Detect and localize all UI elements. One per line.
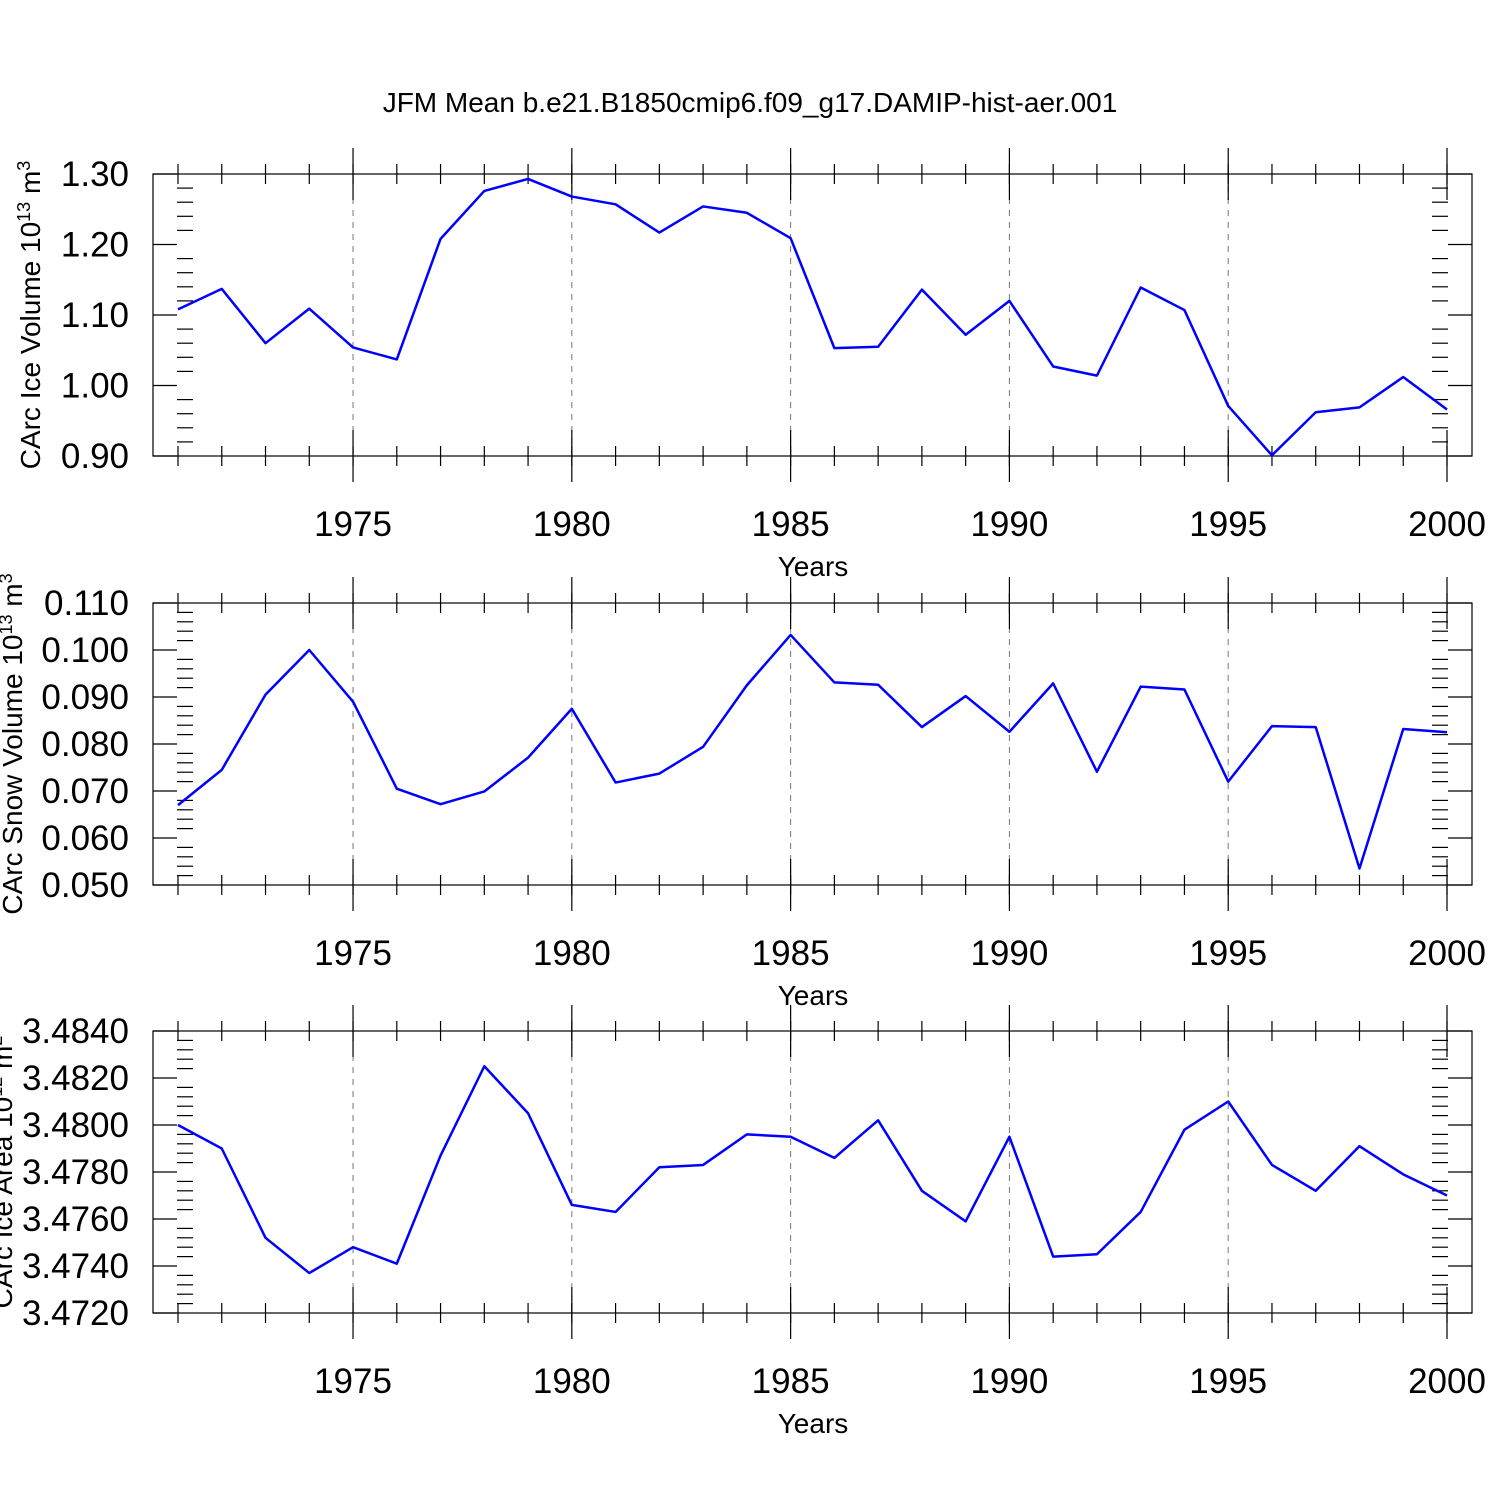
- y-tick-label: 3.4740: [22, 1247, 129, 1286]
- x-tick-label: 1980: [533, 934, 611, 973]
- x-tick-label: 1980: [533, 505, 611, 544]
- y-tick-label: 3.4800: [22, 1106, 129, 1145]
- y-tick-label: 3.4820: [22, 1059, 129, 1098]
- panel-2: 1975 1980 1985 1990 1995 2000 Years 0.050 0.060 0…: [0, 573, 1486, 1011]
- y-tick-label: 3.4760: [22, 1200, 129, 1239]
- x-tick-label: 1985: [752, 1362, 830, 1401]
- y-tick-label: 0.080: [41, 725, 129, 764]
- x-axis-title: Years: [778, 551, 849, 582]
- series-line: [177, 1065, 1448, 1275]
- y-axis-title: CArc Snow Volume 1013 m3: [0, 573, 28, 914]
- x-tick-label: 2000: [1408, 934, 1486, 973]
- y-tick-label: 0.090: [41, 678, 129, 717]
- x-tick-label: 1990: [970, 1362, 1048, 1401]
- plot-frame: [152, 602, 1473, 886]
- x-tick-label: 1995: [1189, 1362, 1267, 1401]
- x-tick-label: 2000: [1408, 1362, 1486, 1401]
- y-tick-label: 0.110: [44, 584, 129, 623]
- y-tick-label: 0.100: [41, 631, 129, 670]
- y-tick-label: 3.4840: [22, 1012, 129, 1051]
- y-tick-label: 1.20: [61, 226, 129, 265]
- x-tick-label: 1990: [970, 934, 1048, 973]
- y-tick-label: 0.070: [41, 772, 129, 811]
- y-tick-label: 1.00: [61, 367, 129, 406]
- panel-1: 1975 1980 1985 1990 1995 2000 Years 0.90 1.00 1.1…: [14, 148, 1486, 582]
- plot-frame: [152, 173, 1473, 457]
- x-tick-label: 2000: [1408, 505, 1486, 544]
- y-tick-label: 0.050: [41, 866, 129, 905]
- y-tick-label: 3.4720: [22, 1294, 129, 1333]
- y-axis-title: CArc Ice Volume 1013 m3: [14, 161, 46, 470]
- x-tick-label: 1975: [314, 1362, 392, 1401]
- x-tick-label: 1985: [752, 934, 830, 973]
- chart-title: JFM Mean b.e21.B1850cmip6.f09_g17.DAMIP-…: [383, 87, 1118, 118]
- x-axis-title: Years: [778, 980, 849, 1011]
- x-tick-label: 1985: [752, 505, 830, 544]
- y-tick-label: 3.4780: [22, 1153, 129, 1192]
- y-tick-label: 1.30: [61, 155, 129, 194]
- x-tick-label: 1975: [314, 934, 392, 973]
- y-axis-title: CArc Ice Area 1012 m2: [0, 1036, 18, 1309]
- x-tick-label: 1995: [1189, 934, 1267, 973]
- panel-3: 1975 1980 1985 1990 1995 2000 Years 3.4720 3.474…: [0, 1005, 1486, 1439]
- x-tick-label: 1995: [1189, 505, 1267, 544]
- y-tick-label: 0.060: [41, 819, 129, 858]
- x-tick-label: 1990: [970, 505, 1048, 544]
- y-tick-label: 1.10: [61, 296, 129, 335]
- y-tick-label: 0.90: [61, 437, 129, 476]
- x-tick-label: 1975: [314, 505, 392, 544]
- x-tick-label: 1980: [533, 1362, 611, 1401]
- series-line: [177, 177, 1448, 457]
- series-line: [177, 633, 1448, 870]
- plot-frame: [152, 1030, 1473, 1314]
- x-axis-title: Years: [778, 1408, 849, 1439]
